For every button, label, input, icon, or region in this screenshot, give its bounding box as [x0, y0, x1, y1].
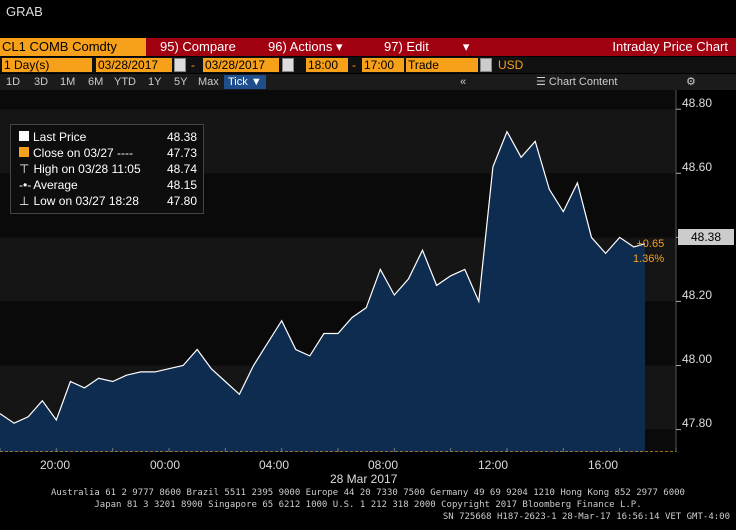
legend-label: Close on 03/27 ----: [33, 146, 134, 160]
period-1y[interactable]: 1Y: [148, 76, 162, 88]
legend-label: Last Price: [33, 130, 87, 144]
ticker-field[interactable]: CL1 COMB Comdty: [0, 38, 146, 56]
legend-swatch: [19, 131, 29, 141]
market-field[interactable]: Trade: [406, 58, 478, 72]
edit-label: 97) Edit: [384, 39, 429, 54]
legend-close: Close on 03/27 ----: [19, 145, 133, 161]
footer-contacts: Australia 61 2 9777 8600 Brazil 5511 239…: [51, 488, 685, 498]
date-label: 28 Mar 2017: [330, 472, 398, 486]
y-tick-label: 48.80: [682, 96, 713, 110]
legend-value: 48.38: [167, 130, 198, 144]
legend-high: ⊤ High on 03/28 11:05: [19, 161, 141, 177]
change-abs: +0.65: [636, 238, 665, 250]
chevron-down-icon: ▼: [250, 76, 262, 88]
period-6m[interactable]: 6M: [88, 76, 104, 88]
x-tick-label: 00:00: [150, 458, 181, 472]
high-marker-icon: ⊤: [19, 162, 30, 176]
edit-menu[interactable]: 97) Edit ▾: [384, 38, 469, 56]
legend-average: -•- Average: [19, 177, 78, 193]
price-area: [0, 131, 646, 452]
period-3d[interactable]: 3D: [34, 76, 49, 88]
last-price-badge: 48.38: [678, 229, 734, 245]
actions-menu[interactable]: 96) Actions ▾: [268, 38, 342, 56]
period-1m[interactable]: 1M: [60, 76, 76, 88]
period-1d[interactable]: 1D: [6, 76, 21, 88]
price-line: [0, 130, 646, 424]
x-tick-label: 08:00: [368, 458, 399, 472]
calendar-icon[interactable]: [174, 58, 186, 72]
footer-session: SN 725668 H187-2623-1 28-Mar-17 16:56:14…: [442, 512, 730, 522]
chart-content-label: Chart Content: [548, 76, 618, 88]
tick-label: Tick: [228, 76, 248, 88]
legend-value: 48.15: [167, 178, 198, 192]
function-name: GRAB: [6, 4, 43, 19]
legend-label: Low on 03/27 18:28: [33, 194, 139, 208]
toolbar: [0, 38, 736, 56]
chevron-down-icon: ▾: [462, 39, 470, 54]
dropdown-icon[interactable]: [480, 58, 492, 72]
legend-value: 47.73: [167, 146, 198, 160]
footer-copyright: Japan 81 3 3201 8900 Singapore 65 6212 1…: [94, 500, 642, 510]
period-ytd[interactable]: YTD: [114, 76, 136, 88]
average-marker-icon: -•-: [19, 178, 32, 192]
legend-label: High on 03/28 11:05: [33, 162, 141, 176]
range-separator: -: [352, 58, 356, 72]
period-5y[interactable]: 5Y: [174, 76, 188, 88]
legend-value: 47.80: [167, 194, 198, 208]
legend-box: Last Price 48.38 Close on 03/27 ---- 47.…: [10, 124, 204, 214]
x-tick-label: 16:00: [588, 458, 619, 472]
y-tick-label: 48.20: [682, 288, 713, 302]
period-max[interactable]: Max: [198, 76, 219, 88]
start-date-field[interactable]: 03/28/2017: [96, 58, 172, 72]
end-date-field[interactable]: 03/28/2017: [203, 58, 279, 72]
y-tick-label: 47.80: [682, 416, 713, 430]
period-field[interactable]: 1 Day(s): [2, 58, 92, 72]
actions-label: 96) Actions: [268, 39, 333, 54]
currency-label: USD: [498, 58, 524, 72]
x-tick-label: 04:00: [259, 458, 290, 472]
x-tick-label: 12:00: [478, 458, 509, 472]
chart-content-button[interactable]: ☰ Chart Content: [536, 75, 617, 89]
range-separator: -: [191, 58, 195, 72]
page-title: Intraday Price Chart: [612, 39, 728, 54]
change-pct: 1.36%: [633, 253, 665, 265]
change-readout: +0.65 1.36%: [633, 237, 664, 267]
chevron-down-icon: ▾: [335, 39, 343, 54]
legend-value: 48.74: [167, 162, 198, 176]
start-time-field[interactable]: 18:00: [306, 58, 348, 72]
grid-band: [0, 90, 676, 110]
x-tick-label: 20:00: [40, 458, 71, 472]
y-tick-label: 48.60: [682, 160, 713, 174]
tick-button[interactable]: Tick ▼: [224, 75, 266, 89]
end-time-field[interactable]: 17:00: [362, 58, 404, 72]
menu-icon: ☰: [536, 76, 549, 88]
legend-swatch: [19, 147, 29, 157]
compare-menu[interactable]: 95) Compare: [160, 39, 236, 54]
legend-label: Average: [33, 178, 78, 192]
low-marker-icon: ⊥: [19, 194, 30, 208]
period-bar: [0, 74, 736, 90]
collapse-icon[interactable]: «: [460, 76, 467, 88]
calendar-icon[interactable]: [282, 58, 294, 72]
legend-low: ⊥ Low on 03/27 18:28: [19, 193, 139, 209]
gear-icon[interactable]: ⚙: [686, 76, 696, 88]
y-tick-label: 48.00: [682, 352, 713, 366]
legend-last: Last Price: [19, 129, 86, 145]
